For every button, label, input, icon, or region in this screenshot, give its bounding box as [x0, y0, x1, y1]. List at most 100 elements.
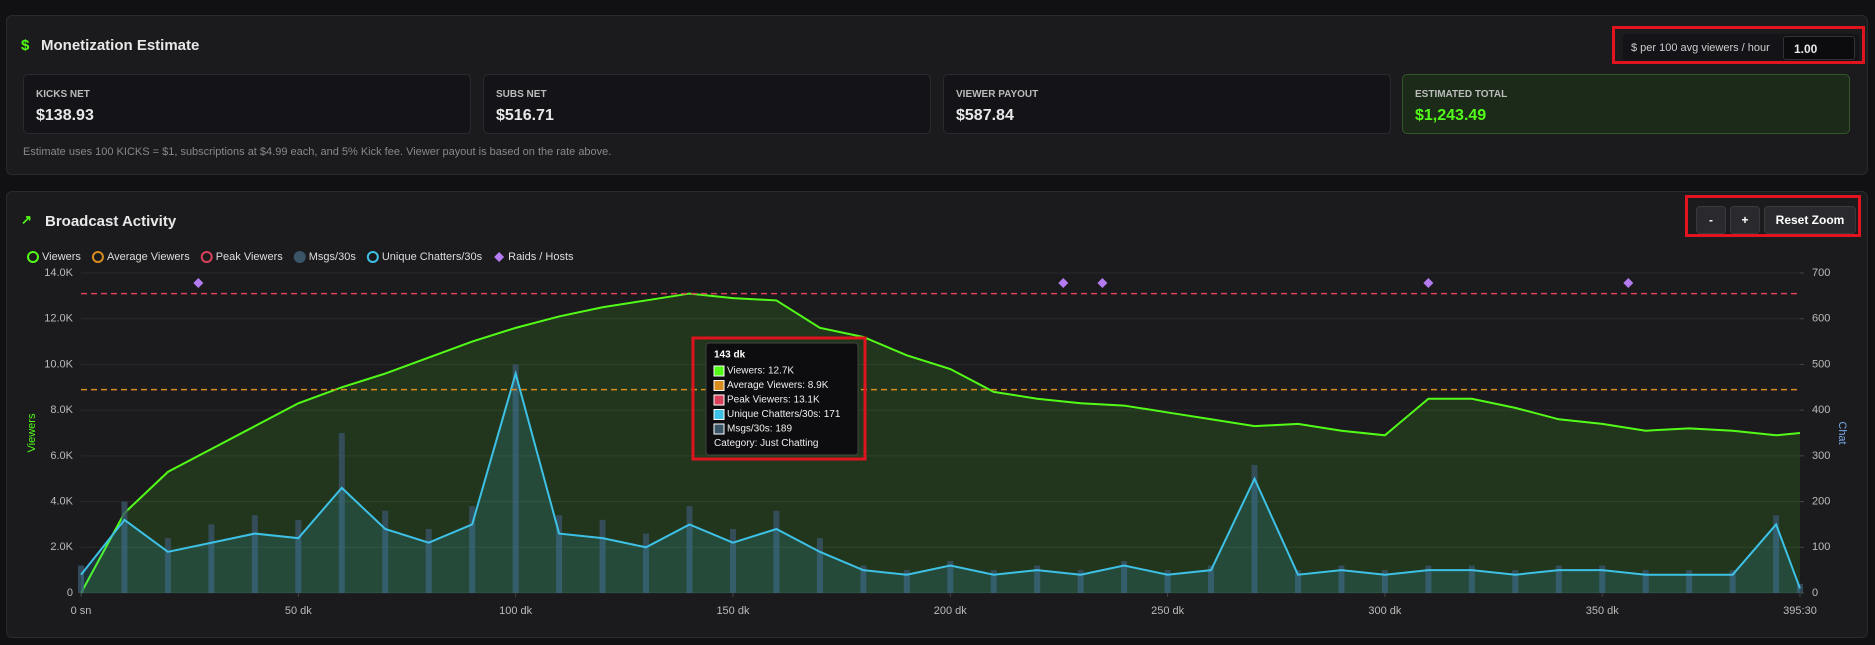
card-value: $516.71 [496, 107, 554, 124]
msgs-bar [1555, 565, 1562, 593]
y2-tick-label: 100 [1812, 541, 1830, 553]
x-tick-label: 350 dk [1586, 605, 1620, 617]
raid-marker [193, 278, 204, 288]
y-tick-label: 14.0K [44, 267, 73, 279]
msgs-bar [990, 570, 997, 593]
msgs-bar [643, 533, 650, 593]
x-tick-label: 250 dk [1151, 605, 1185, 617]
y2-tick-label: 300 [1812, 450, 1830, 462]
tooltip-line: Msgs/30s: 189 [727, 424, 792, 435]
msgs-bar [1077, 570, 1084, 593]
msgs-bar [1251, 465, 1258, 593]
tooltip-swatch [713, 409, 725, 420]
msgs-bar [1468, 565, 1475, 593]
msgs-bar [1425, 565, 1432, 593]
tooltip-line: Unique Chatters/30s: 171 [727, 409, 841, 420]
msgs-bar [1773, 515, 1780, 593]
legend-label: Viewers [42, 251, 81, 263]
highlight-box [1612, 26, 1865, 64]
msgs-bar [121, 501, 128, 593]
msgs-bar [773, 510, 780, 593]
y2-tick-label: 600 [1812, 313, 1830, 325]
msgs-bar [1164, 570, 1171, 593]
tooltip-title: 143 dk [714, 350, 746, 361]
x-tick-label: 0 sn [71, 605, 92, 617]
x-tick-label: 200 dk [934, 605, 968, 617]
y-tick-label: 10.0K [44, 358, 73, 370]
card-value: $138.93 [36, 107, 94, 124]
legend-swatch [91, 251, 104, 263]
legend-swatch [494, 252, 505, 262]
y2-axis-label: Chat [1836, 421, 1848, 444]
y2-tick-label: 200 [1812, 495, 1830, 507]
legend-label: Average Viewers [107, 251, 190, 263]
msgs-bar [729, 529, 736, 593]
x-tick-label: 150 dk [716, 605, 750, 617]
y-tick-label: 0 [67, 587, 73, 599]
y-tick-label: 6.0K [50, 450, 73, 462]
msgs-bar [78, 565, 84, 593]
msgs-bar [1729, 570, 1736, 593]
tooltip-line: Category: Just Chatting [714, 438, 819, 449]
x-tick-label: 395:30 [1783, 605, 1817, 617]
x-tick-label: 100 dk [499, 605, 533, 617]
x-tick-label: 300 dk [1368, 605, 1402, 617]
msgs-bar [860, 565, 867, 593]
y2-tick-label: 500 [1812, 358, 1830, 370]
msgs-bar [1512, 570, 1519, 593]
zoom-out-button[interactable]: - [1696, 206, 1726, 234]
card-label: VIEWER PAYOUT [956, 89, 1039, 100]
rate-label: $ per 100 avg viewers / hour [1631, 42, 1770, 54]
raid-marker [1097, 278, 1108, 288]
msgs-bar [425, 529, 432, 593]
y2-tick-label: 0 [1812, 587, 1818, 599]
legend-swatch [366, 251, 379, 263]
legend-swatch [27, 251, 39, 263]
rate-box: $ per 100 avg viewers / hour 1.00 [1623, 34, 1859, 62]
activity-panel: ↗ Broadcast Activity - + Reset Zoom [6, 191, 1868, 638]
msgs-bar [556, 515, 563, 593]
y-axis-label: Viewers [26, 413, 38, 452]
tooltip: 143 dk Viewers: 12.7K Average Viewers: 8.9… [705, 342, 859, 456]
tooltip-swatch [713, 380, 725, 391]
msgs-bar [338, 433, 345, 593]
msgs-bar [1686, 570, 1693, 593]
msgs-bar [1599, 565, 1606, 593]
msgs-bar [469, 506, 476, 593]
card-value: $1,243.49 [1415, 107, 1487, 124]
raid-marker [1623, 278, 1634, 288]
panel-title: Monetization Estimate [41, 37, 200, 54]
card: ESTIMATED TOTAL $1,243.49 [1402, 74, 1850, 134]
reset-zoom-button[interactable]: Reset Zoom [1764, 206, 1856, 234]
msgs-bar [1338, 565, 1345, 593]
zoom-in-button[interactable]: + [1730, 206, 1760, 234]
y2-tick-label: 700 [1812, 267, 1830, 279]
chatters-line [80, 369, 1801, 589]
msgs-bar [1294, 570, 1301, 593]
msgs-bar [382, 510, 389, 593]
y2-tick-label: 400 [1812, 404, 1830, 416]
tooltip-line: Average Viewers: 8.9K [727, 380, 829, 391]
card-label: ESTIMATED TOTAL [1415, 89, 1508, 100]
tooltip-swatch [713, 394, 725, 406]
msgs-bar [1208, 565, 1215, 593]
highlight-box [691, 336, 867, 461]
msgs-bar [816, 538, 823, 593]
msgs-bar [903, 570, 910, 593]
rate-input[interactable]: 1.00 [1783, 36, 1855, 60]
note: Estimate uses 100 KICKS = $1, subscripti… [23, 146, 612, 158]
legend-label: Raids / Hosts [508, 251, 574, 263]
msgs-bar [947, 561, 954, 593]
card: VIEWER PAYOUT $587.84 [943, 74, 1391, 134]
dollar-icon: $ [21, 37, 30, 54]
legend-swatch [200, 251, 213, 263]
msgs-bar [1034, 565, 1041, 593]
panel-title: Broadcast Activity [45, 213, 177, 230]
card: KICKS NET $138.93 [23, 74, 471, 134]
msgs-bar [512, 364, 519, 593]
highlight-box [1685, 195, 1861, 237]
card-label: KICKS NET [36, 89, 90, 100]
y-tick-label: 4.0K [50, 495, 73, 507]
card: SUBS NET $516.71 [483, 74, 931, 134]
